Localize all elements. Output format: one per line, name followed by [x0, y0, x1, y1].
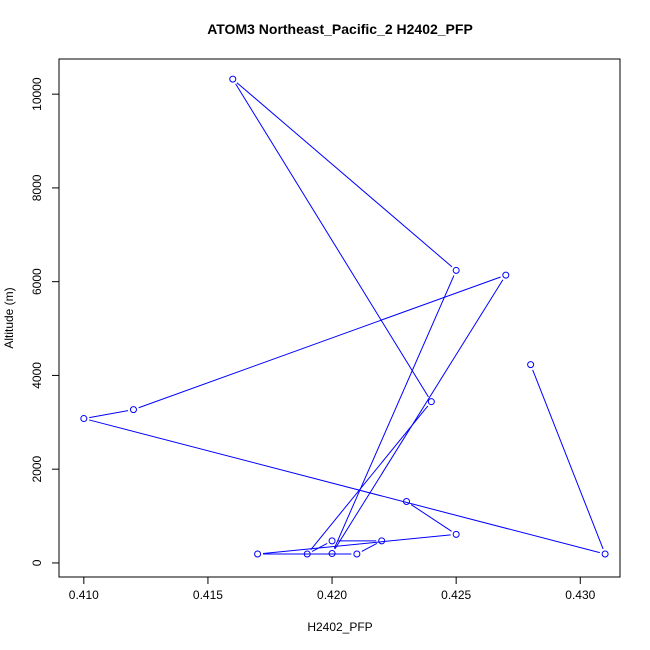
y-tick-label: 0	[30, 559, 44, 566]
data-point	[601, 550, 609, 558]
y-tick-label: 2000	[30, 456, 44, 483]
series-segment	[361, 543, 378, 552]
series-segment	[236, 82, 453, 268]
y-tick-label: 4000	[30, 362, 44, 389]
x-tick-label: 0.425	[441, 588, 471, 602]
data-point	[254, 550, 262, 558]
series-segment	[334, 279, 504, 550]
data-point	[403, 498, 411, 506]
series-segment	[310, 405, 429, 551]
data-point	[229, 75, 237, 83]
data-point	[328, 537, 336, 545]
series-segment	[532, 369, 604, 550]
x-tick-label: 0.430	[565, 588, 595, 602]
data-point	[378, 537, 386, 545]
series-segment	[333, 275, 455, 549]
data-point	[452, 530, 460, 538]
data-point	[502, 271, 510, 279]
x-tick-label: 0.420	[317, 588, 347, 602]
series-segment	[89, 410, 129, 419]
y-axis: 0 2000 4000 6000 8000 10000	[30, 77, 60, 566]
series-lines	[89, 82, 604, 555]
data-point	[427, 398, 435, 406]
data-point	[328, 550, 336, 558]
data-point	[452, 266, 460, 274]
data-point	[80, 415, 88, 423]
series-points	[80, 75, 609, 558]
x-axis: 0.410 0.415 0.420 0.425 0.430	[69, 576, 596, 602]
y-tick-label: 10000	[30, 77, 44, 111]
x-axis-label: H2402_PFP	[307, 620, 372, 634]
series-segment	[263, 534, 451, 554]
data-point	[129, 406, 137, 414]
y-tick-label: 8000	[30, 174, 44, 201]
x-tick-label: 0.415	[193, 588, 223, 602]
data-point	[527, 361, 535, 369]
series-segment	[410, 504, 452, 532]
data-point	[303, 550, 311, 558]
y-tick-label: 6000	[30, 268, 44, 295]
series-segment	[138, 276, 501, 409]
series-segment	[89, 419, 600, 554]
x-tick-label: 0.410	[69, 588, 99, 602]
data-point	[353, 550, 361, 558]
chart-title: ATOM3 Northeast_Pacific_2 H2402_PFP	[207, 21, 473, 37]
y-axis-label: Altitude (m)	[2, 287, 16, 348]
series-segment	[235, 83, 429, 398]
